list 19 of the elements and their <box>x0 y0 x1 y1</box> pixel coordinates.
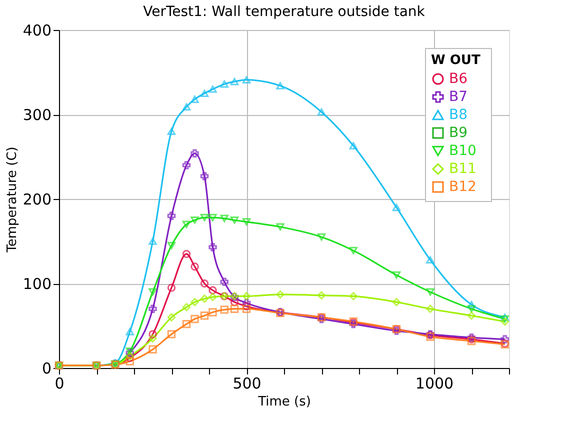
y-tick-label: 200 <box>22 190 52 208</box>
legend-label: B6 <box>449 71 468 87</box>
x-tick-label: 500 <box>232 374 262 392</box>
x-tick-label: 0 <box>54 374 64 392</box>
x-axis-title: Time (s) <box>257 394 311 410</box>
y-tick-label: 0 <box>42 360 52 378</box>
y-axis-title: Temperature (C) <box>4 146 20 254</box>
legend-label: B7 <box>449 89 468 105</box>
y-tick-label: 300 <box>22 106 52 124</box>
legend-label: B10 <box>449 143 476 159</box>
legend-label: B8 <box>449 107 468 123</box>
y-tick-label: 100 <box>22 275 52 293</box>
legend-label: B12 <box>449 179 476 195</box>
x-tick-label: 1000 <box>415 374 454 392</box>
y-tick-label: 400 <box>22 22 52 40</box>
chart-title: VerTest1: Wall temperature outside tank <box>143 4 426 20</box>
legend-label: B11 <box>449 161 476 177</box>
legend-label: B9 <box>449 125 468 141</box>
legend-title: W OUT <box>431 53 480 68</box>
